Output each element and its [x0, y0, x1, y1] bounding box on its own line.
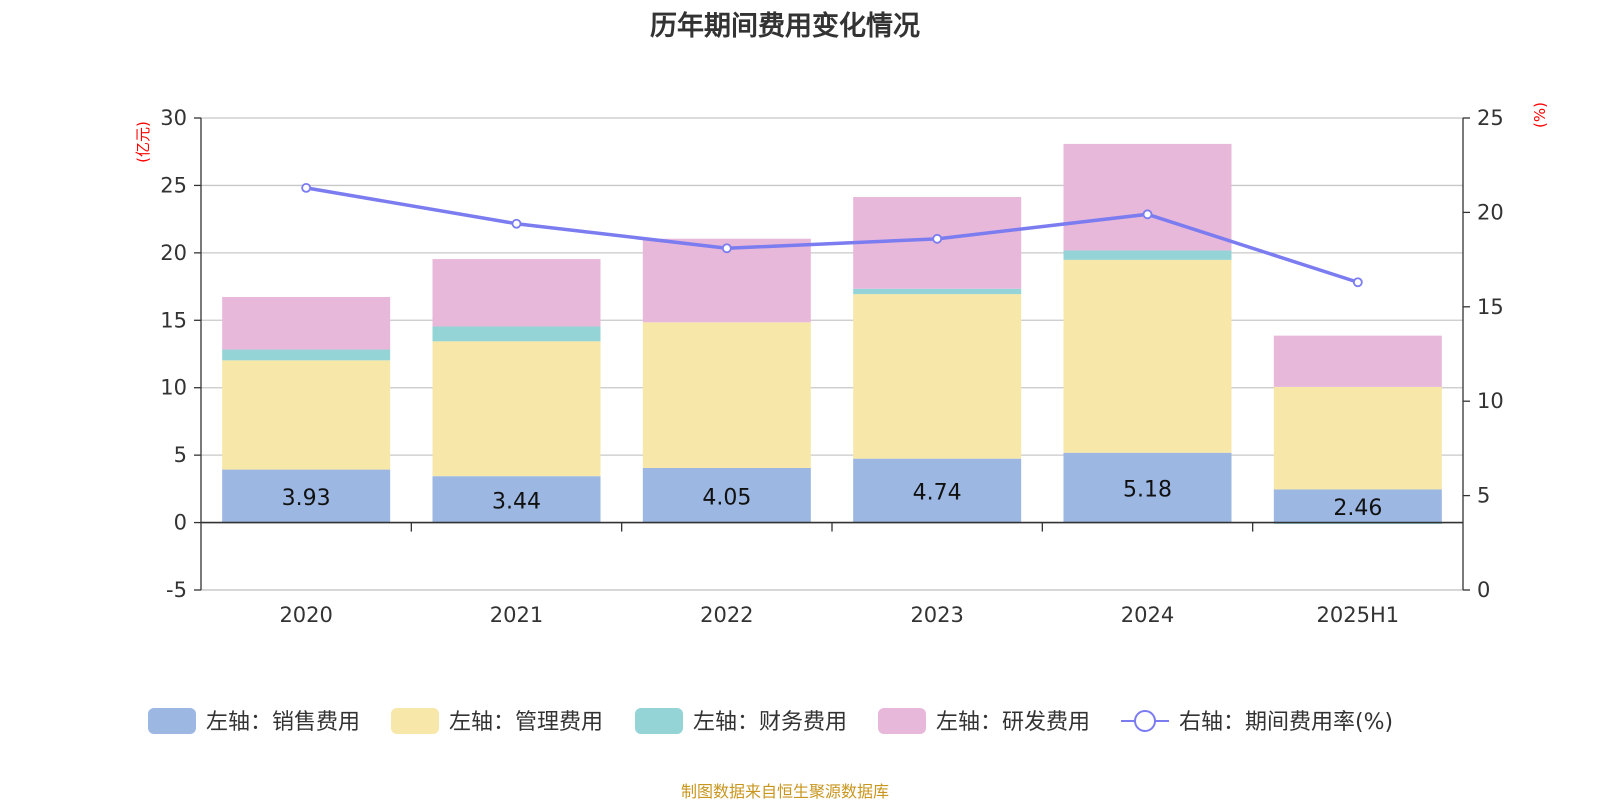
bar-segment	[642, 322, 811, 468]
bar-segment	[853, 288, 1022, 295]
rate-point	[301, 182, 312, 193]
data-label: 3.44	[492, 489, 541, 514]
rate-point	[511, 218, 522, 229]
chart-title: 历年期间费用变化情况	[650, 11, 920, 42]
category-label: 2025H1	[1317, 603, 1400, 627]
data-label: 4.05	[702, 485, 751, 510]
legend-swatch	[148, 708, 196, 734]
rate-point	[721, 243, 732, 254]
right-tick-label: 5	[1477, 484, 1490, 508]
rate-line-group	[301, 182, 1363, 288]
bar-segment	[1273, 335, 1442, 387]
right-axis-unit: (%)	[1531, 102, 1549, 128]
bar-segment	[1063, 250, 1232, 260]
left-axis-unit: (亿元)	[134, 121, 152, 163]
bar-segment	[222, 360, 391, 470]
data-label: 5.18	[1123, 478, 1172, 503]
bar-segment	[432, 326, 601, 342]
legend-label: 左轴：研发费用	[936, 710, 1090, 735]
legend-swatch	[391, 708, 439, 734]
bar-segment	[432, 476, 601, 523]
rate-line	[305, 186, 1359, 284]
bar-segment	[1063, 259, 1232, 453]
left-tick-label: 25	[160, 173, 187, 197]
bar-segment	[853, 294, 1022, 459]
left-tick-label: 15	[160, 308, 187, 332]
legend-label: 左轴：财务费用	[693, 710, 847, 735]
category-label: 2021	[490, 603, 543, 627]
left-tick-label: 0	[174, 511, 187, 535]
right-tick-label: 25	[1477, 106, 1504, 130]
bar-segment	[853, 458, 1022, 523]
bar-stack-group	[222, 143, 1442, 524]
bar-labels: 3.93 3.44 4.05 4.74 5.18 2.46	[282, 478, 1383, 521]
bar-segment	[1063, 452, 1232, 523]
bar-segment	[222, 349, 391, 361]
legend: 左轴：销售费用 左轴：管理费用 左轴：财务费用 左轴：研发费用 右轴：期间费用率(%)	[148, 708, 1393, 735]
left-tick-label: 20	[160, 241, 187, 265]
legend-label: 右轴：期间费用率(%)	[1179, 710, 1393, 735]
bar-segment	[642, 467, 811, 523]
left-tick-label: 30	[160, 106, 187, 130]
bar-segment	[432, 259, 601, 327]
bar-segment	[1273, 386, 1442, 490]
category-label: 2020	[279, 603, 332, 627]
grid-lines	[201, 117, 1463, 591]
category-label: 2023	[910, 603, 963, 627]
data-label: 2.46	[1333, 496, 1382, 521]
left-tick-label: 10	[160, 376, 187, 400]
left-tick-label: 5	[174, 443, 187, 467]
bar-segment	[222, 469, 391, 523]
category-label: 2022	[700, 603, 753, 627]
data-label: 3.93	[282, 486, 331, 511]
legend-label: 左轴：销售费用	[206, 710, 360, 735]
axes: -5 0 5 10 15 20 25 30 0 5 10 15 20 25 2020 2021 2022 2023…	[160, 106, 1503, 627]
bar-segment	[222, 296, 391, 350]
bar-segment	[432, 341, 601, 477]
legend-swatch	[878, 708, 926, 734]
data-source-footer: 制图数据来自恒生聚源数据库	[680, 782, 889, 801]
rate-point	[1142, 209, 1153, 220]
right-tick-label: 10	[1477, 389, 1504, 413]
right-tick-label: 15	[1477, 295, 1504, 319]
bar-segment	[1273, 489, 1442, 523]
legend-swatch-marker	[1134, 710, 1156, 732]
right-tick-label: 20	[1477, 200, 1504, 224]
legend-swatch	[635, 708, 683, 734]
left-tick-label: -5	[166, 578, 187, 602]
right-tick-label: 0	[1477, 578, 1490, 602]
data-label: 4.74	[913, 481, 962, 506]
rate-point	[932, 233, 943, 244]
legend-label: 左轴：管理费用	[449, 710, 603, 735]
category-label: 2024	[1121, 603, 1174, 627]
rate-point	[1352, 277, 1363, 288]
